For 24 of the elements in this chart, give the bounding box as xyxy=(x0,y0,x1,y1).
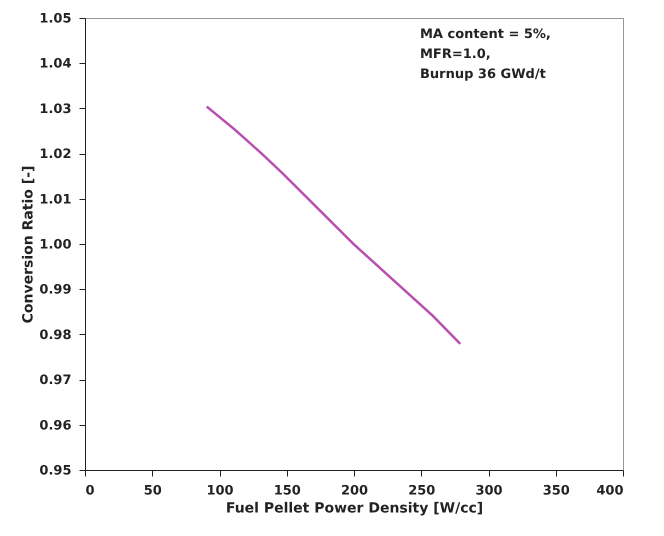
y-tick-label: 0.96 xyxy=(39,418,72,434)
annotation: MA content = 5%, MFR=1.0, Burnup 36 GWd/t xyxy=(420,27,551,82)
y-tick-label: 0.97 xyxy=(39,373,72,388)
y-tick-label: 1.02 xyxy=(39,147,72,162)
x-tick-label: 150 xyxy=(274,484,301,498)
x-tick-label: 0 xyxy=(86,484,95,498)
x-tick-label: 250 xyxy=(408,484,436,498)
y-tick-label: 1.01 xyxy=(39,192,72,208)
y-tick-label: 1.05 xyxy=(39,12,72,26)
y-tick-label: 0.98 xyxy=(39,328,72,343)
y-axis-title: Conversion Ratio [-] xyxy=(20,166,36,324)
x-axis-title: Fuel Pellet Power Density [W/cc] xyxy=(226,500,484,516)
y-tick-label: 0.99 xyxy=(39,282,72,298)
x-tick-label: 50 xyxy=(144,484,162,498)
y-tick-label: 0.95 xyxy=(39,464,72,478)
x-tick-label: 300 xyxy=(475,484,503,498)
y-tick-label: 1.04 xyxy=(39,56,72,72)
x-tick-label: 200 xyxy=(340,484,368,498)
x-tick-label: 350 xyxy=(542,484,570,498)
x-tick-label: 100 xyxy=(206,484,234,498)
y-tick-label: 1.03 xyxy=(39,102,72,117)
y-tick-label: 1.00 xyxy=(39,238,72,252)
x-tick-label: 400 xyxy=(596,484,624,498)
line-series xyxy=(205,105,462,346)
